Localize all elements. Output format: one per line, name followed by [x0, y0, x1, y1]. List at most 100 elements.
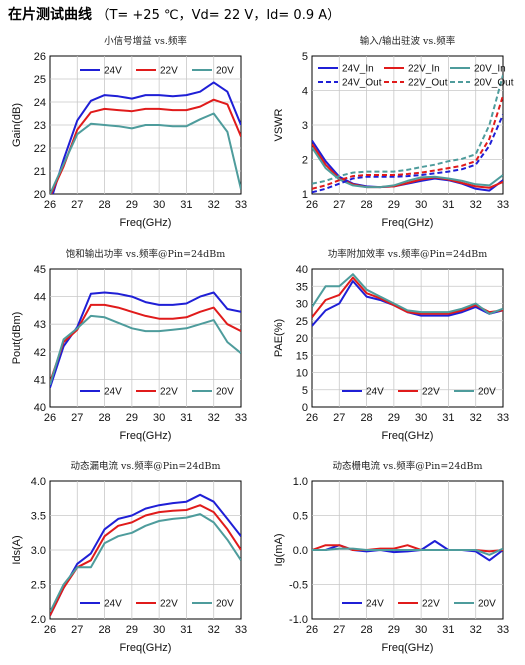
x-tick-label: 30 [153, 624, 165, 636]
series-line-22V [50, 303, 241, 383]
y-tick-label: 3 [302, 120, 308, 132]
legend-label-22V: 22V [160, 387, 178, 398]
y-tick-label: 30 [296, 299, 308, 311]
x-axis-label: Freq(GHz) [120, 430, 172, 442]
x-tick-label: 33 [235, 412, 247, 424]
series-line-24V [50, 493, 241, 617]
chart-title: 动态栅电流 vs.频率@Pin=24dBm [333, 460, 483, 472]
x-tick-label: 32 [470, 199, 482, 211]
chart-title: 小信号增益 vs.频率 [104, 35, 187, 47]
series-line-22V [312, 276, 503, 318]
chart-title: 饱和输出功率 vs.频率@Pin=24dBm [66, 248, 225, 260]
y-tick-label: 40 [296, 264, 308, 276]
x-tick-label: 32 [470, 412, 482, 424]
y-tick-label: 5 [302, 51, 308, 63]
y-tick-label: 5 [302, 385, 308, 397]
plot-lines [312, 273, 503, 327]
page-header: 在片测试曲线 （T= +25 ℃，Vd= 22 V，Id= 0.9 A） [8, 4, 340, 24]
x-tick-label: 29 [388, 624, 400, 636]
x-tick-label: 30 [153, 412, 165, 424]
series-line-24V_Out [312, 114, 503, 194]
plot-lines [50, 81, 241, 194]
legend-label-22V_Out: 22V_Out [408, 78, 448, 89]
y-tick-label: 21 [34, 166, 46, 178]
chart-title: 输入/输出驻波 vs.频率 [360, 35, 456, 47]
x-tick-label: 29 [388, 199, 400, 211]
y-axis-label: Ids(A) [11, 535, 23, 564]
legend-label-24V_Out: 24V_Out [342, 78, 382, 89]
x-tick-label: 27 [333, 199, 345, 211]
y-tick-label: 25 [34, 74, 46, 86]
y-axis-label: Gain(dB) [11, 103, 23, 147]
y-tick-label: 0.0 [293, 545, 308, 557]
x-tick-label: 28 [98, 199, 110, 211]
chart-dynamic-drain-current: 动态漏电流 vs.频率@Pin=24dBm 26 27 28 29 30 31 32 33 2.0… [11, 460, 247, 654]
plot-lines [312, 74, 503, 194]
test-conditions: （T= +25 ℃，Vd= 22 V，Id= 0.9 A） [96, 8, 341, 23]
x-tick-label: 31 [442, 624, 454, 636]
plot-lines [50, 291, 241, 389]
chart-small-signal-gain: 小信号增益 vs.频率 26 27 28 29 30 31 32 33 20 21 22 23 24 25 2… [11, 35, 247, 229]
x-axis-label: Freq(GHz) [120, 642, 172, 654]
series-line-24V [51, 81, 241, 194]
y-tick-label: 1.0 [293, 476, 308, 488]
y-tick-label: 45 [34, 264, 46, 276]
y-tick-label: -1.0 [289, 614, 308, 626]
series-line-20V [50, 112, 241, 194]
y-tick-label: 20 [296, 333, 308, 345]
series-line-24V [50, 291, 241, 389]
x-tick-label: 32 [208, 199, 220, 211]
x-axis-label: Freq(GHz) [382, 430, 434, 442]
x-tick-label: 28 [98, 412, 110, 424]
y-tick-label: 15 [296, 350, 308, 362]
legend-label-24V: 24V [104, 599, 122, 610]
chart-title: 动态漏电流 vs.频率@Pin=24dBm [71, 460, 221, 472]
y-tick-label: 10 [296, 368, 308, 380]
x-tick-label: 27 [71, 624, 83, 636]
chart-title: 功率附加效率 vs.频率@Pin=24dBm [328, 248, 487, 260]
x-tick-label: 31 [180, 199, 192, 211]
y-tick-label: 4 [302, 86, 308, 98]
legend-label-20V: 20V [216, 387, 234, 398]
x-tick-label: 29 [126, 412, 138, 424]
x-tick-label: 28 [98, 624, 110, 636]
legend-label-20V: 20V [478, 599, 496, 610]
y-tick-label: 22 [34, 143, 46, 155]
x-tick-label: 26 [44, 412, 56, 424]
series-line-20V_Out [312, 74, 503, 185]
x-tick-label: 30 [415, 199, 427, 211]
x-tick-label: 26 [306, 199, 318, 211]
y-tick-label: 2 [302, 155, 308, 167]
legend-label-24V: 24V [366, 387, 384, 398]
x-tick-label: 29 [388, 412, 400, 424]
y-tick-label: -0.5 [289, 580, 308, 592]
y-tick-label: 0 [302, 402, 308, 414]
x-tick-label: 33 [235, 199, 247, 211]
x-axis-label: Freq(GHz) [120, 217, 172, 229]
y-tick-label: 1 [302, 189, 308, 201]
x-tick-label: 28 [360, 624, 372, 636]
y-tick-label: 23 [34, 120, 46, 132]
series-line-20V [50, 513, 241, 613]
series-line-22V [50, 98, 241, 194]
y-tick-label: 44 [34, 292, 46, 304]
x-tick-label: 32 [470, 624, 482, 636]
legend-label-24V: 24V [104, 66, 122, 77]
x-tick-label: 27 [71, 412, 83, 424]
legend-label-22V: 22V [160, 66, 178, 77]
y-tick-label: 3.5 [31, 511, 46, 523]
x-tick-label: 26 [44, 199, 56, 211]
legend-label-24V: 24V [104, 387, 122, 398]
y-tick-label: 4.0 [31, 476, 46, 488]
legend-label-20V_Out: 20V_Out [474, 78, 514, 89]
x-tick-label: 26 [306, 624, 318, 636]
x-tick-label: 33 [497, 412, 509, 424]
x-tick-label: 27 [333, 624, 345, 636]
x-tick-label: 30 [153, 199, 165, 211]
x-tick-label: 30 [415, 624, 427, 636]
legend-label-22V: 22V [160, 599, 178, 610]
y-axis-label: Pout(dBm) [11, 312, 23, 365]
legend-label-20V_In: 20V_In [474, 64, 506, 75]
x-tick-label: 29 [126, 199, 138, 211]
x-tick-label: 27 [333, 412, 345, 424]
